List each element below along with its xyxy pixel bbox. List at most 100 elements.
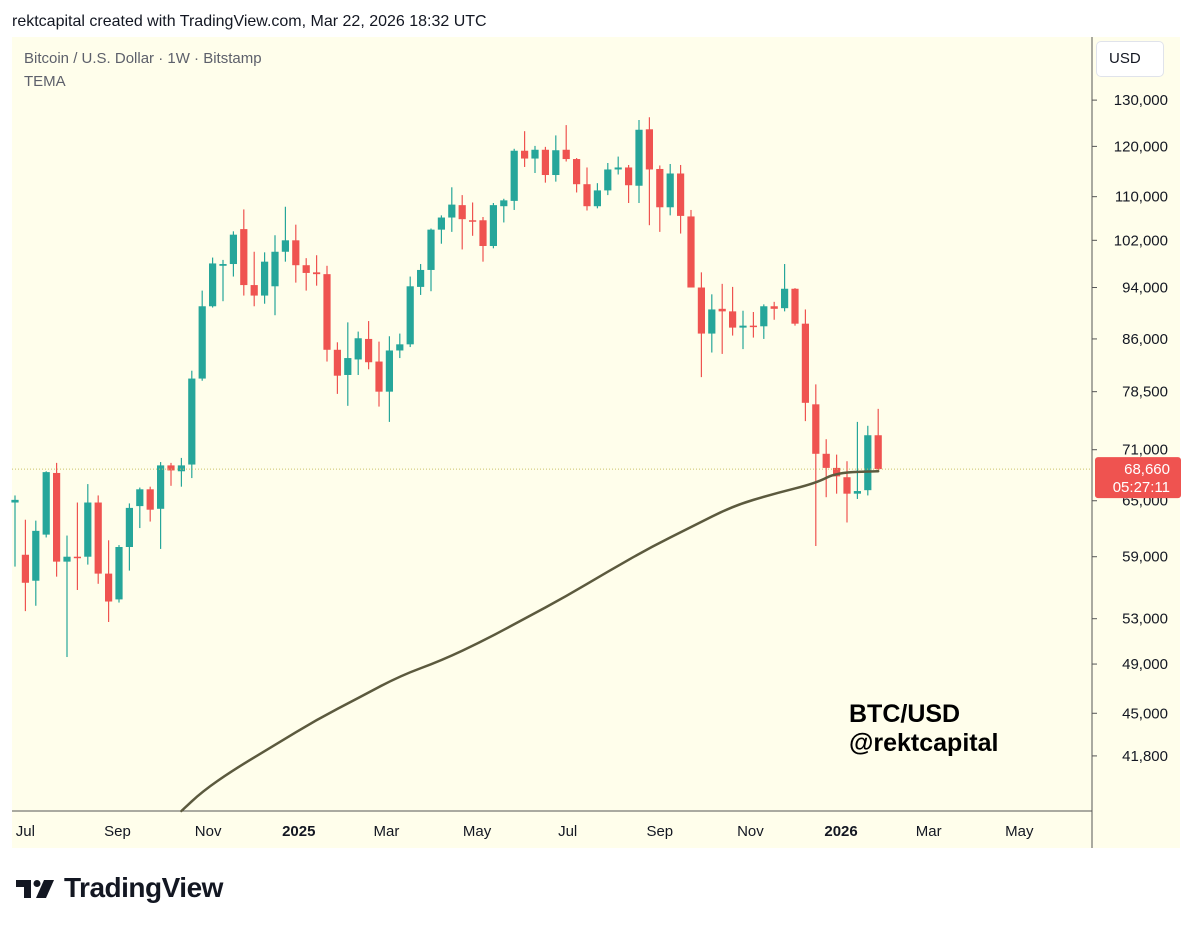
candle-body (63, 556, 71, 562)
candle (687, 209, 695, 288)
candle (105, 540, 113, 622)
candle-body (344, 358, 352, 375)
candle (42, 471, 50, 538)
candle-body (479, 220, 487, 247)
price-tick-label: 53,000 (1122, 611, 1168, 628)
candle-body (729, 311, 737, 328)
time-tick-label: Nov (195, 823, 222, 840)
candle (302, 258, 310, 291)
price-tick-label: 120,000 (1114, 138, 1168, 155)
candle (573, 158, 581, 193)
candle-body (354, 338, 362, 360)
candle-body (812, 404, 820, 454)
symbol-title[interactable]: Bitcoin / U.S. Dollar · 1W · Bitstamp (24, 50, 262, 67)
candle (32, 520, 40, 606)
price-tick-label: 41,800 (1122, 748, 1168, 765)
candle-body (437, 217, 445, 230)
price-tick-label: 94,000 (1122, 280, 1168, 297)
candle-body (125, 507, 133, 548)
candle-body (770, 306, 778, 309)
candle (677, 164, 685, 234)
price-axis[interactable]: 130,000 120,000 110,000 102,000 94,000 86,000… (1092, 92, 1168, 765)
price-tick-label: 102,000 (1114, 232, 1168, 249)
candle (209, 257, 217, 308)
time-axis[interactable]: Jul Sep Nov 2025 Mar May Jul Sep Nov 2026 Mar May (16, 823, 1034, 840)
time-tick-label: 2025 (282, 823, 315, 840)
current-price-badge (1095, 457, 1181, 499)
price-tick-label: 59,000 (1122, 549, 1168, 566)
tradingview-brand[interactable]: TradingView (16, 870, 223, 906)
price-tick-label: 49,000 (1122, 656, 1168, 673)
candle (801, 309, 809, 422)
candle (593, 183, 601, 209)
candle (240, 209, 248, 296)
candle (281, 206, 289, 262)
candle (729, 286, 737, 336)
candle (313, 255, 321, 286)
currency-button[interactable]: USD (1097, 42, 1163, 76)
candle-body (552, 150, 560, 176)
candle-body (469, 220, 477, 222)
candle (697, 272, 705, 378)
candle-body (219, 264, 227, 266)
candle (510, 148, 518, 210)
candle-body (822, 453, 830, 468)
candle (812, 384, 820, 547)
candle-body (177, 465, 185, 472)
candle (157, 462, 165, 549)
candle-body (614, 167, 622, 170)
candle-body (333, 349, 341, 376)
candle (167, 462, 175, 486)
candle-body (791, 288, 799, 324)
candle-body (625, 167, 633, 186)
candle (73, 502, 81, 590)
candle-body (489, 205, 497, 247)
brand-name: TradingView (64, 872, 223, 903)
candle-body (281, 240, 289, 252)
candle-body (843, 477, 851, 494)
candle (323, 265, 331, 362)
candle (448, 187, 456, 232)
price-tick-label: 110,000 (1115, 189, 1168, 206)
candle (271, 235, 279, 316)
candle (500, 198, 508, 223)
candle-body (749, 325, 757, 328)
time-tick-label: Nov (737, 823, 764, 840)
candle (177, 457, 185, 487)
candle (21, 519, 29, 612)
chart-panel[interactable] (12, 37, 1180, 848)
tema-line (180, 470, 880, 813)
candle-body (573, 159, 581, 185)
candle-body (209, 263, 217, 307)
candle (656, 165, 664, 232)
candle-body (157, 465, 165, 509)
candle (136, 487, 144, 529)
candle (94, 495, 102, 584)
candle-body (302, 265, 310, 273)
candle (198, 290, 206, 381)
tradingview-logo-icon (16, 880, 54, 898)
candle-body (198, 306, 206, 379)
candle-body (687, 216, 695, 288)
candle-body (593, 190, 601, 207)
candle-body (365, 338, 373, 363)
candle (625, 164, 633, 204)
candle-body (271, 251, 279, 287)
candle (749, 312, 757, 338)
candle-body (677, 173, 685, 216)
candle-body (781, 288, 789, 309)
indicator-legend[interactable]: TEMA (24, 73, 66, 90)
candle (635, 120, 643, 204)
time-tick-label: May (1005, 823, 1034, 840)
candle (521, 131, 529, 167)
candle-body (240, 229, 248, 286)
candle (541, 146, 549, 183)
candle (770, 301, 778, 320)
candle-body (396, 344, 404, 351)
candle-body (604, 169, 612, 191)
candle-body (94, 502, 102, 574)
candle-body (115, 547, 123, 600)
candle-body (718, 308, 726, 312)
time-tick-label: Mar (374, 823, 400, 840)
